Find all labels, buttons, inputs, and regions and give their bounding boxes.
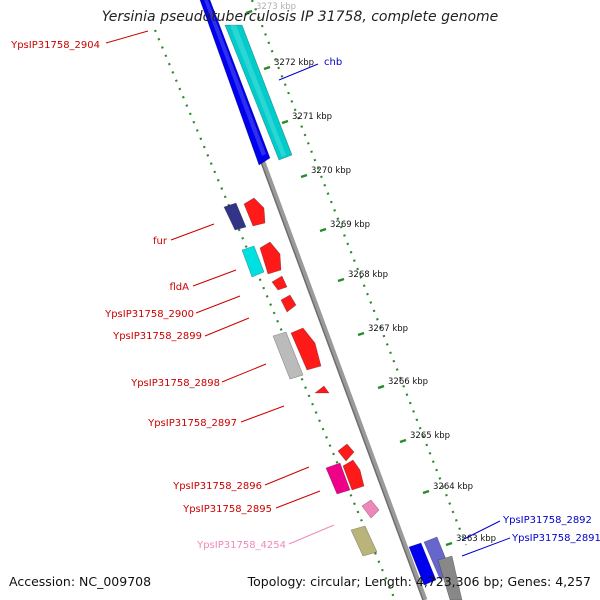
leader-line [275,490,321,509]
gene-label-ypsip31758_2891[interactable]: YpsIP31758_2891 [511,533,600,544]
gene-label-ypsip31758_2895[interactable]: YpsIP31758_2895 [182,504,272,515]
tick-label: 3267 kbp [368,324,408,334]
gene-shading [230,25,286,157]
gene-fur[interactable] [223,202,247,231]
gene-fldA[interactable] [241,245,265,278]
leader-line [461,537,511,557]
position-dots [153,0,468,600]
label-leaders [105,30,511,557]
tick-mark [245,9,253,15]
leader-line [170,223,215,241]
tick-mark [263,65,271,71]
gene-label-ypsip31758_2897[interactable]: YpsIP31758_2897 [147,418,237,429]
gene-label-ypsip31758_2899[interactable]: YpsIP31758_2899 [112,331,202,342]
gene-label-ypsip31758_2900[interactable]: YpsIP31758_2900 [104,309,194,320]
tick-mark [319,227,327,233]
gene-label-flda[interactable]: fldA [170,282,190,293]
genome-title: Yersinia pseudotuberculosis IP 31758, co… [101,9,499,25]
tick-mark [281,119,289,125]
tick-label: 3263 kbp [456,534,496,544]
tick-label: 3273 kbp [256,2,296,12]
gene-shading [204,0,266,156]
tick-label: 3265 kbp [410,431,450,441]
topology-text: Topology: circular; Length: 4,723,306 bp… [247,574,591,589]
tick-mark [337,277,345,283]
outer-dot-track [250,0,468,546]
tick-mark [399,438,407,444]
tick-mark [377,384,385,390]
gene-arrow[interactable] [350,525,378,557]
tick-mark [300,173,308,179]
leader-line [264,466,310,486]
gene-YpsIP31758_2892[interactable] [408,542,437,586]
gene-label-ypsip31758_2898[interactable]: YpsIP31758_2898 [130,378,220,389]
gene-arrow[interactable] [243,197,266,227]
leader-line [240,405,285,423]
gene-YpsIP31758_2904[interactable] [199,0,271,166]
gene-label-ypsip31758_2904[interactable]: YpsIP31758_2904 [10,40,100,51]
tick-label: 3271 kbp [292,112,332,122]
gene-label-ypsip31758_2896[interactable]: YpsIP31758_2896 [172,481,262,492]
gene-arrow[interactable] [337,443,355,462]
leader-line [204,317,250,337]
tick-mark [445,541,453,547]
tick-mark [422,489,430,495]
tick-label: 3268 kbp [348,270,388,280]
gene-arrow[interactable] [271,275,288,291]
gene-YpsIP31758_2895[interactable] [325,462,351,495]
tick-label: 3269 kbp [330,220,370,230]
gene-arrow[interactable] [280,294,297,313]
leader-line [192,269,237,287]
gene-features [199,0,463,600]
gene-arrow[interactable] [314,385,330,394]
tick-label: 3272 kbp [274,58,314,68]
tick-label: 3266 kbp [388,377,428,387]
gene-label-ypsip31758_2892[interactable]: YpsIP31758_2892 [502,515,592,526]
tick-mark [357,331,365,337]
leader-line [195,295,241,314]
leader-line [221,363,267,383]
tick-label: 3270 kbp [311,166,351,176]
leader-line [288,524,335,545]
gene-YpsIP31758_2898[interactable] [272,331,304,380]
leader-line [278,63,319,81]
gene-arrow[interactable] [259,241,282,275]
gene-label-fur[interactable]: fur [153,236,168,247]
leader-line [461,520,501,541]
gene-label-chb[interactable]: chb [324,57,342,68]
gene-YpsIP31758_4254[interactable] [361,499,380,519]
gene-arrow[interactable] [342,459,365,491]
accession-text: Accession: NC_009708 [9,574,152,589]
gene-chb[interactable] [224,24,293,161]
gene-arrow[interactable] [290,327,322,371]
tick-label: 3264 kbp [433,482,473,492]
leader-line [105,30,149,44]
gene-arrow[interactable] [437,555,463,600]
gene-label-ypsip31758_4254[interactable]: YpsIP31758_4254 [196,540,286,551]
scale-ticks: 3273 kbp 3272 kbp 3271 kbp 3270 kbp 3269 kbp… [245,2,496,547]
